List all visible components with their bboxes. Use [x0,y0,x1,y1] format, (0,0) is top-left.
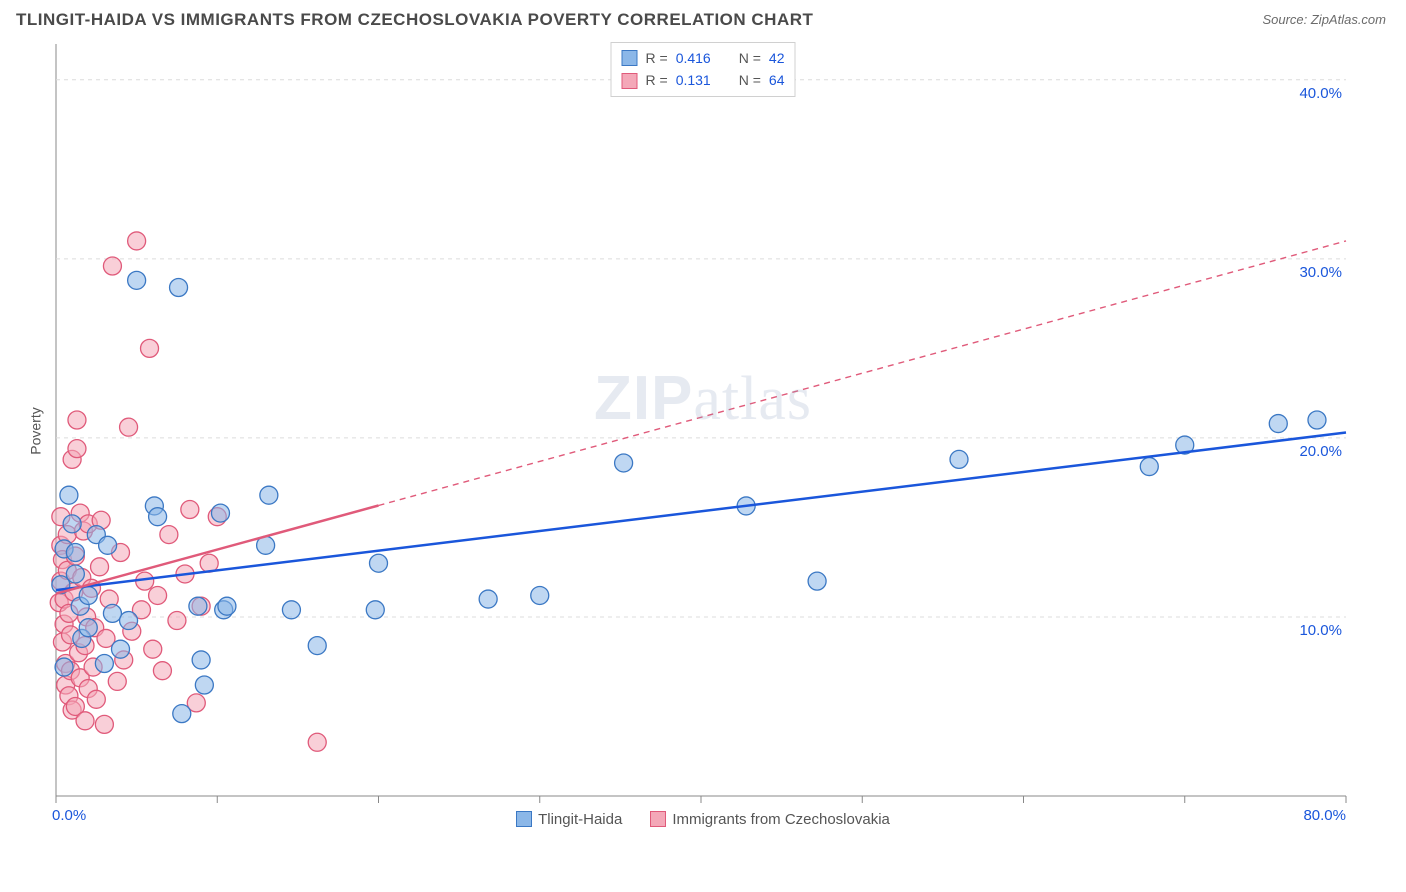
legend-r-label: R = [646,69,668,91]
legend-row-blue: R = 0.416 N = 42 [622,47,785,69]
scatter-chart: 10.0%20.0%30.0%40.0%0.0%80.0% [16,36,1356,826]
source-label: Source: [1262,12,1310,27]
legend-r-label: R = [646,47,668,69]
legend-swatch-blue [622,50,638,66]
legend-item-pink: Immigrants from Czechoslovakia [650,811,890,828]
legend-n-label: N = [739,47,761,69]
series-legend: Tlingit-Haida Immigrants from Czechoslov… [16,811,1390,828]
legend-n-label: N = [739,69,761,91]
svg-text:40.0%: 40.0% [1299,85,1342,102]
legend-n-value-blue: 42 [769,47,785,69]
legend-row-pink: R = 0.131 N = 64 [622,69,785,91]
legend-swatch-pink [622,73,638,89]
legend-r-value-blue: 0.416 [676,47,711,69]
legend-label-blue: Tlingit-Haida [538,811,622,828]
legend-item-blue: Tlingit-Haida [516,811,622,828]
svg-text:30.0%: 30.0% [1299,264,1342,281]
chart-area: Poverty ZIPatlas 10.0%20.0%30.0%40.0%0.0… [16,36,1390,826]
source-value: ZipAtlas.com [1311,12,1386,27]
source: Source: ZipAtlas.com [1262,11,1386,29]
legend-n-value-pink: 64 [769,69,785,91]
chart-title: TLINGIT-HAIDA VS IMMIGRANTS FROM CZECHOS… [16,10,813,30]
svg-text:10.0%: 10.0% [1299,622,1342,639]
legend-swatch-blue [516,811,532,827]
svg-text:20.0%: 20.0% [1299,443,1342,460]
legend-label-pink: Immigrants from Czechoslovakia [672,811,890,828]
legend-swatch-pink [650,811,666,827]
legend-r-value-pink: 0.131 [676,69,711,91]
correlation-legend: R = 0.416 N = 42 R = 0.131 N = 64 [611,42,796,97]
y-axis-label: Poverty [28,407,44,454]
